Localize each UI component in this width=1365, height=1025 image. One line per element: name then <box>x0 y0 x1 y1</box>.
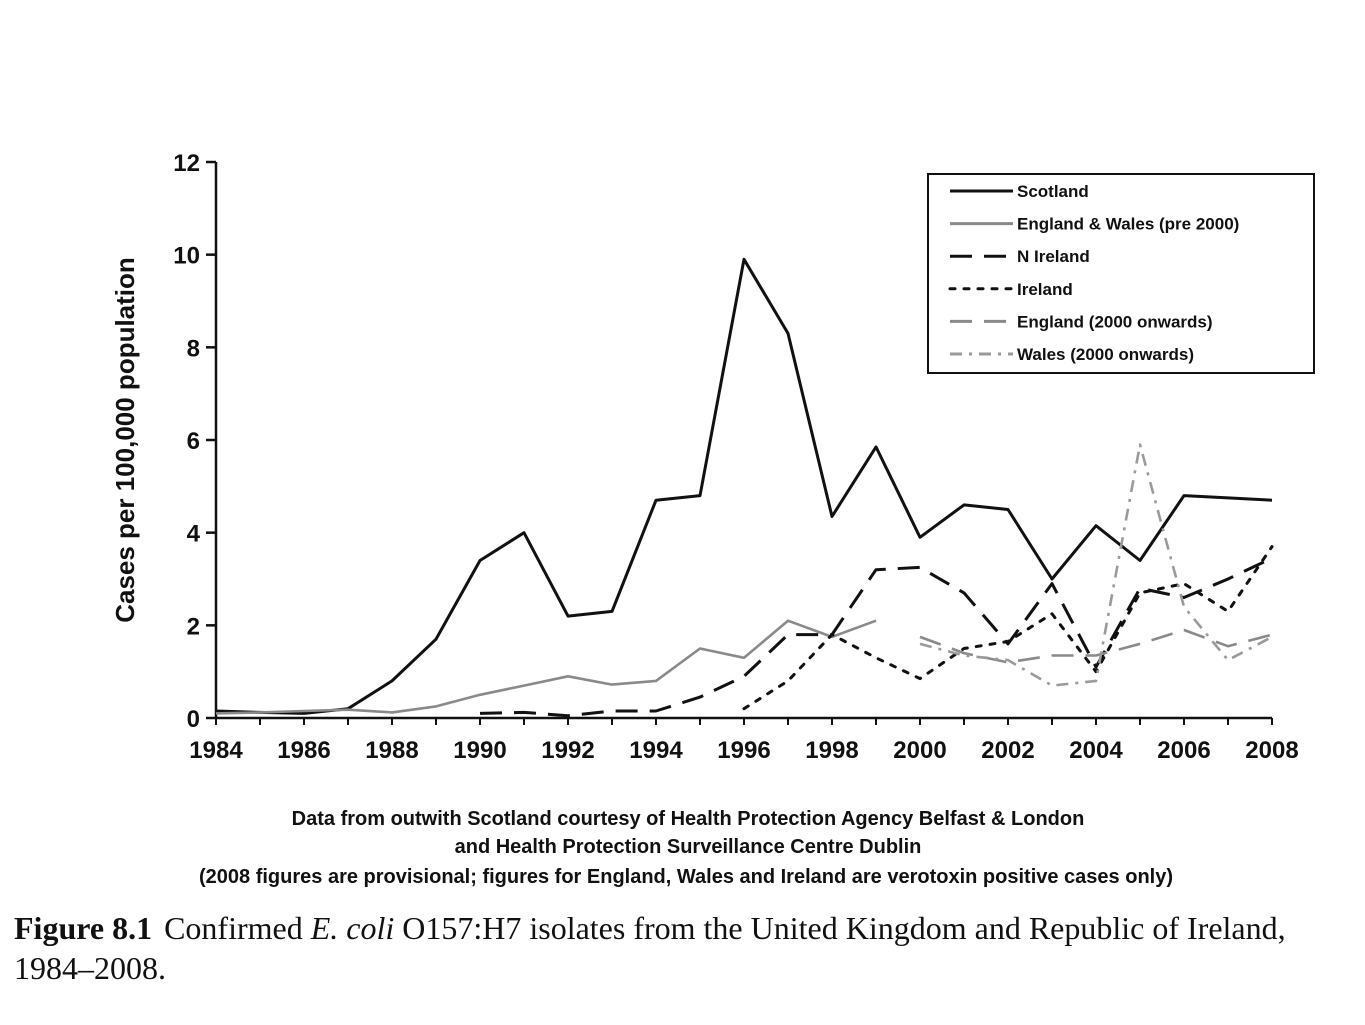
series-line-1 <box>215 619 877 715</box>
legend-label: England (2000 onwards) <box>1017 312 1213 331</box>
x-tick-label: 2004 <box>1069 737 1123 764</box>
figure-number: Figure 8.1 <box>14 910 153 946</box>
x-axis: 1984 1986 1988 1990 1992 1994 1996 1998 2000 2002… <box>189 716 1299 764</box>
y-tick-label: 10 <box>173 243 200 270</box>
y-axis: 0 2 4 6 8 10 12 <box>173 150 218 733</box>
data-source-note: Data from outwith Scotland courtesy of H… <box>199 808 1173 888</box>
figure-caption: Figure 8.1 Confirmed E. coli O157:H7 isol… <box>14 908 1344 988</box>
x-tick-label: 1984 <box>189 737 243 764</box>
x-tick-label: 1992 <box>541 737 594 764</box>
y-tick-label: 12 <box>173 150 200 177</box>
x-tick-label: 2000 <box>893 737 946 764</box>
x-tick-label: 1986 <box>277 737 330 764</box>
legend-label: England & Wales (pre 2000) <box>1017 215 1239 234</box>
caption-text-after: O157:H7 isolates from the United Kingdom… <box>14 910 1286 986</box>
series-line-4 <box>919 628 1273 664</box>
y-tick-label: 4 <box>187 521 201 548</box>
x-tick-label: 1996 <box>717 737 770 764</box>
x-tick-label: 1998 <box>805 737 858 764</box>
series-line-5 <box>919 443 1273 687</box>
x-tick-label: 1988 <box>365 737 418 764</box>
y-tick-label: 0 <box>187 706 200 733</box>
legend-box <box>927 173 1315 374</box>
note-line-3: (2008 figures are provisional; figures f… <box>199 866 1173 888</box>
series-line-0 <box>215 257 1273 715</box>
legend-label: Wales (2000 onwards) <box>1017 345 1194 364</box>
legend-label: N Ireland <box>1017 247 1090 266</box>
note-line-2: and Health Protection Surveillance Centr… <box>455 836 922 858</box>
legend-label: Ireland <box>1017 280 1073 299</box>
y-axis-title: Cases per 100,000 population <box>110 257 140 623</box>
x-tick-label: 2002 <box>981 737 1034 764</box>
y-tick-label: 6 <box>187 428 200 455</box>
series-line-2 <box>479 556 1273 718</box>
y-tick-label: 8 <box>187 335 200 362</box>
legend: Scotland England & Wales (pre 2000) N Irel… <box>927 173 1315 374</box>
caption-species: E. coli <box>310 910 395 946</box>
note-line-1: Data from outwith Scotland courtesy of H… <box>292 808 1085 830</box>
series-layer <box>215 257 1274 718</box>
x-tick-label: 2006 <box>1157 737 1210 764</box>
caption-text-before: Confirmed <box>164 910 303 946</box>
y-tick-label: 2 <box>187 613 200 640</box>
x-tick-label: 1994 <box>629 737 683 764</box>
series-line-3 <box>742 545 1274 711</box>
x-tick-label: 1990 <box>453 737 506 764</box>
legend-label: Scotland <box>1017 182 1089 201</box>
x-tick-label: 2008 <box>1245 737 1298 764</box>
